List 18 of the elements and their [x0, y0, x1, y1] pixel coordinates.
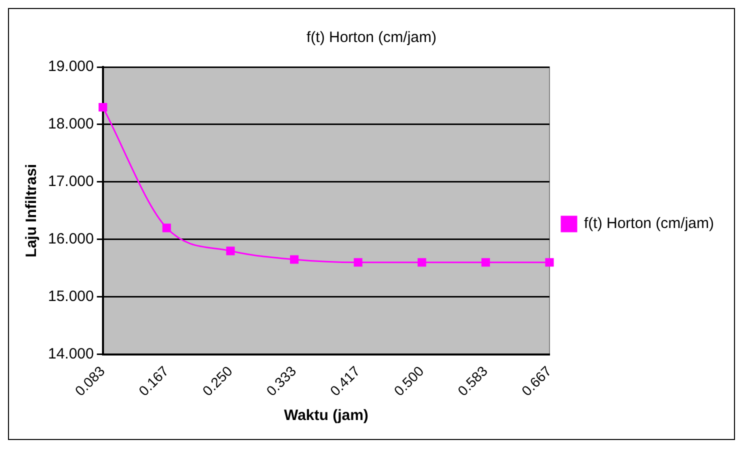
point	[98, 102, 108, 112]
y-tick-label: 15.000	[48, 288, 94, 306]
chart-title: f(t) Horton (cm/jam)	[306, 29, 437, 46]
x-axis-title: Waktu (jam)	[284, 407, 368, 424]
point	[162, 224, 171, 232]
point	[418, 258, 426, 267]
point	[481, 258, 490, 267]
y-axis-title: Laju Infiltrasi	[23, 164, 40, 258]
point	[226, 246, 235, 256]
y-tick-label: 17.000	[48, 173, 94, 190]
y-tick-label: 16.000	[48, 230, 94, 248]
y-tick-label: 14.000	[48, 345, 94, 362]
y-tick-label: 19.000	[48, 58, 94, 76]
point	[354, 258, 362, 267]
legend-label: f(t) Horton (cm/jam)	[584, 215, 714, 232]
point	[545, 258, 554, 267]
point	[290, 255, 299, 264]
y-tick-label: 18.000	[48, 116, 94, 133]
